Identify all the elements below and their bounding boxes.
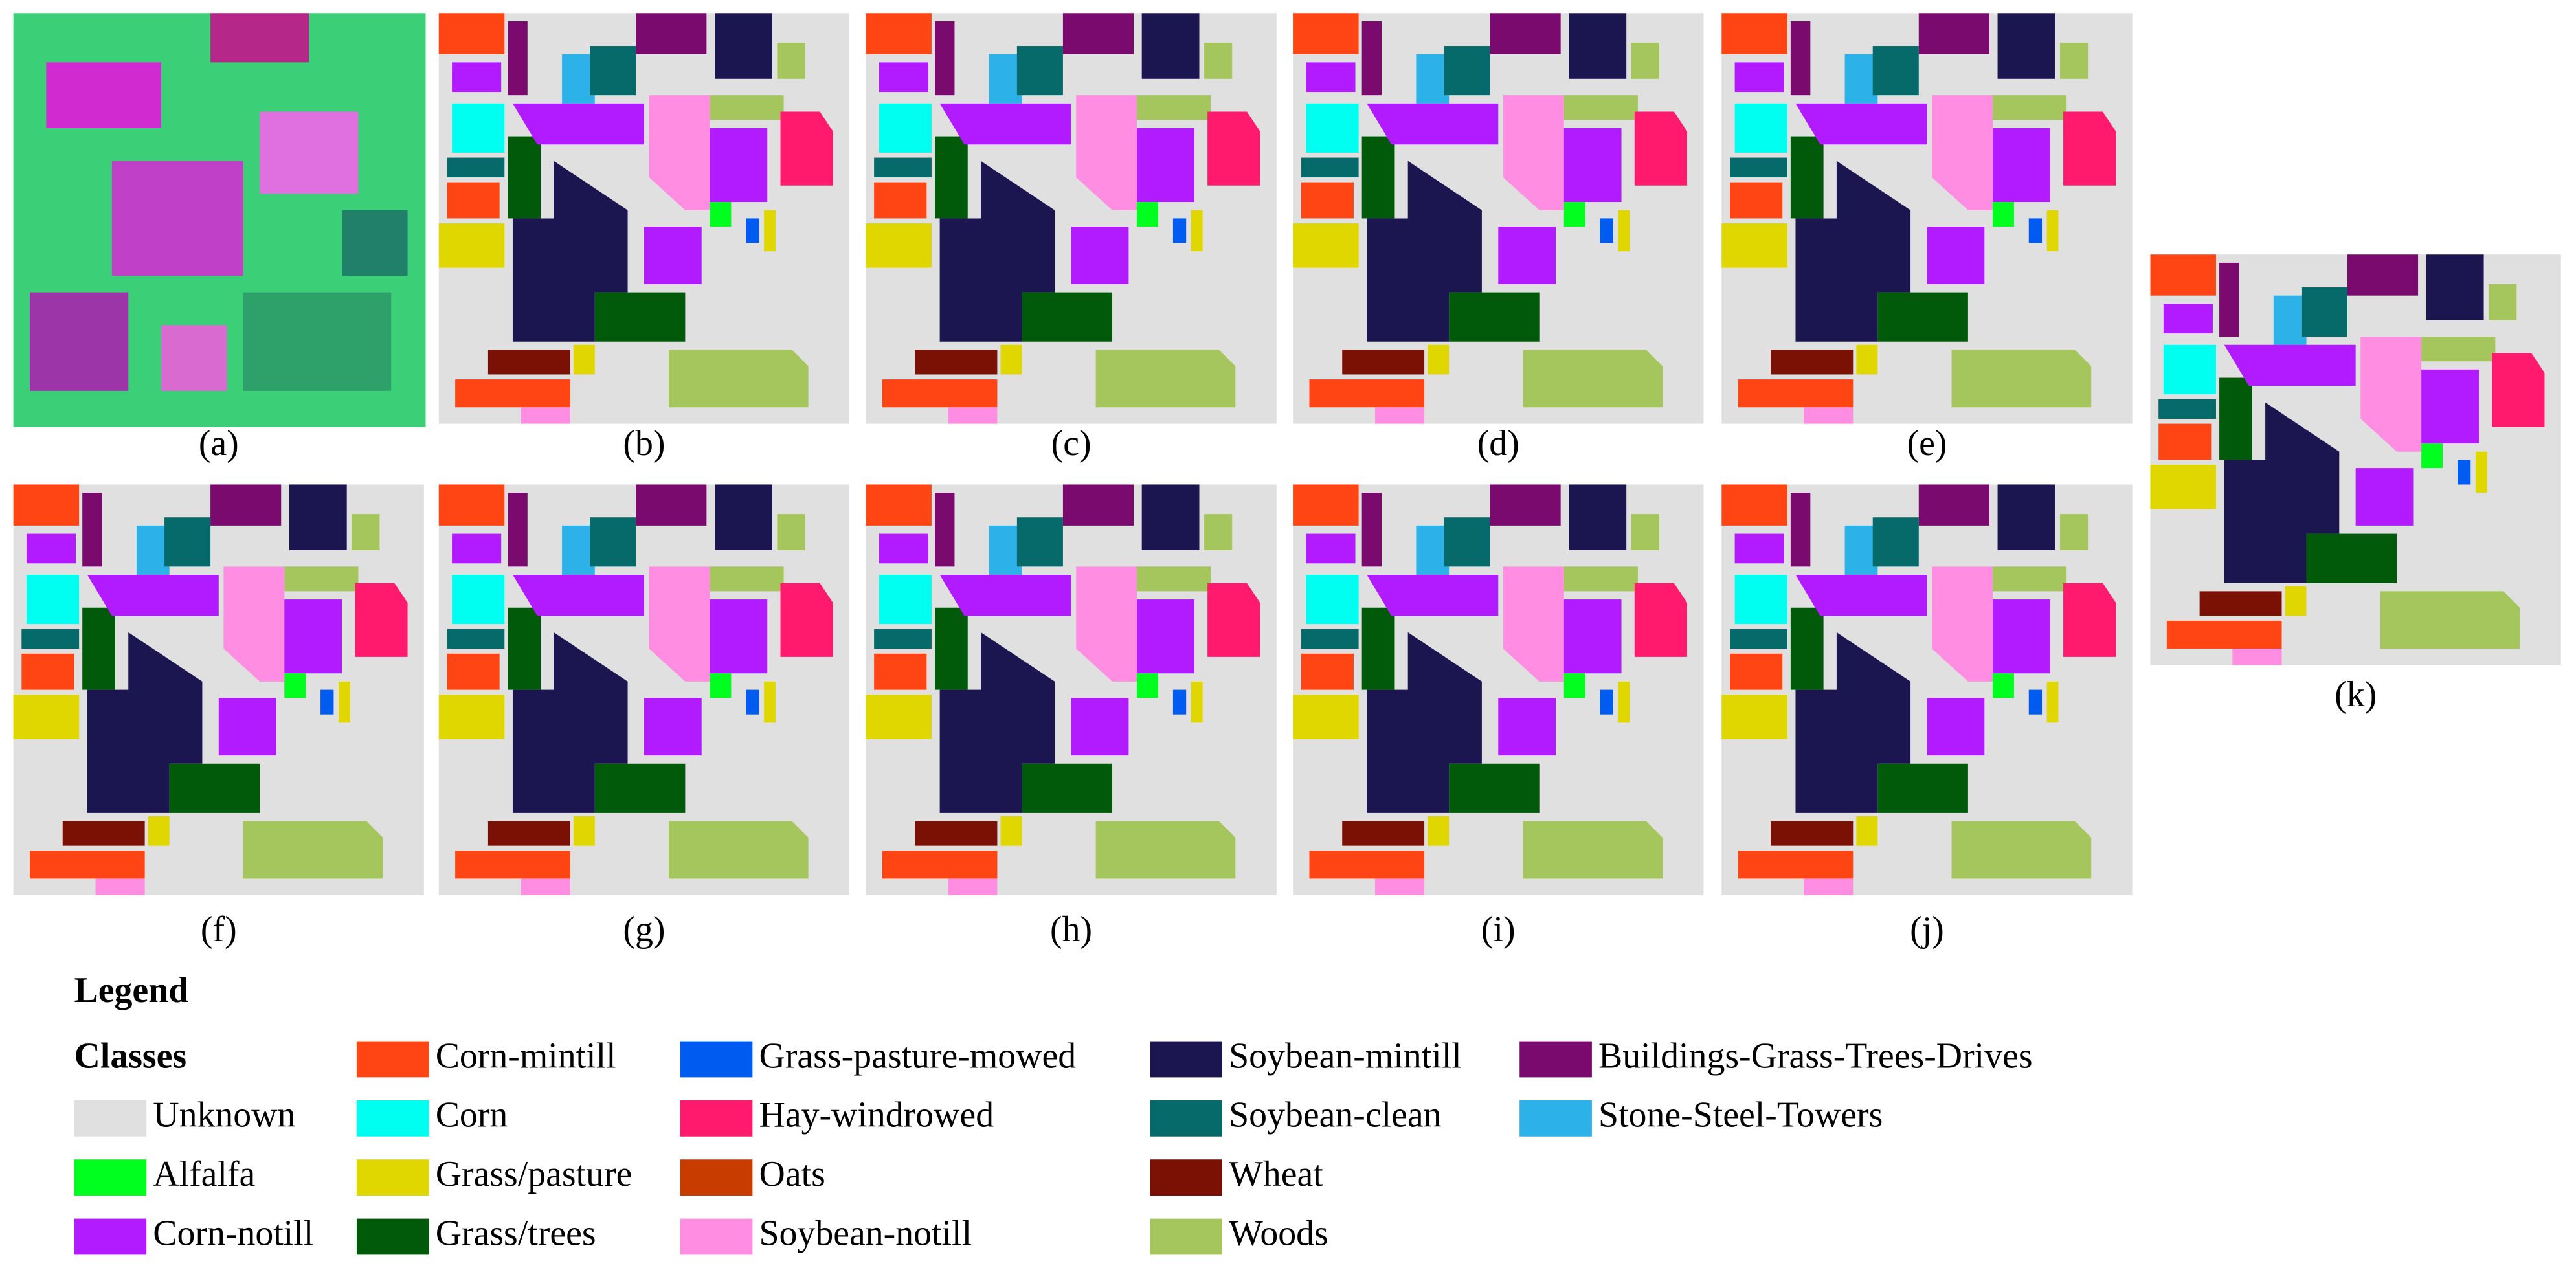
class-map: [438, 484, 850, 895]
class-map: [13, 484, 424, 895]
legend-label: Unknown: [153, 1095, 295, 1135]
legend-swatch: [680, 1159, 753, 1196]
panel-label: (k): [2335, 674, 2377, 715]
legend-label: Woods: [1229, 1213, 1328, 1253]
legend-swatch: [1150, 1218, 1223, 1255]
class-map: [438, 13, 850, 424]
panel-label: (a): [199, 423, 239, 463]
legend-label: Soybean-mintill: [1229, 1036, 1462, 1076]
legend-swatch: [356, 1100, 429, 1137]
legend-swatch: [680, 1041, 753, 1078]
panel-label: (j): [1910, 909, 1944, 950]
legend-swatch: [74, 1159, 147, 1196]
legend-label: Grass/trees: [436, 1213, 596, 1253]
legend-swatch: [1519, 1100, 1592, 1137]
panel-label: (h): [1050, 909, 1092, 950]
legend-label: Corn-mintill: [436, 1036, 616, 1076]
legend-swatch: [74, 1100, 147, 1137]
legend-swatch: [1150, 1041, 1223, 1078]
legend-swatch: [680, 1218, 753, 1255]
panel-label: (i): [1481, 909, 1516, 950]
legend-label: Alfalfa: [153, 1154, 255, 1194]
legend-label: Grass-pasture-mowed: [759, 1036, 1077, 1076]
legend-heading: Classes: [74, 1036, 187, 1076]
legend-label: Wheat: [1229, 1154, 1323, 1194]
legend-swatch: [356, 1218, 429, 1255]
panel-label: (b): [623, 423, 665, 463]
legend-label: Soybean-notill: [759, 1213, 972, 1253]
legend-label: Corn: [436, 1095, 508, 1135]
legend-label: Stone-Steel-Towers: [1598, 1095, 1883, 1135]
class-map: [866, 13, 1277, 424]
panel-label: (f): [201, 909, 237, 950]
class-map: [1293, 484, 1704, 895]
legend-label: Corn-notill: [153, 1213, 313, 1253]
panel-label: (g): [623, 909, 665, 950]
class-map: [866, 484, 1277, 895]
legend-swatch: [680, 1100, 753, 1137]
legend-swatch: [1519, 1041, 1592, 1078]
panel-label: (e): [1907, 423, 1947, 463]
legend-label: Grass/pasture: [436, 1154, 633, 1194]
legend-label: Hay-windrowed: [759, 1095, 994, 1135]
legend-label: Buildings-Grass-Trees-Drives: [1598, 1036, 2033, 1076]
legend-swatch: [74, 1218, 147, 1255]
legend-label: Oats: [759, 1154, 825, 1194]
panel-label: (d): [1477, 423, 1519, 463]
class-map: [1721, 13, 2133, 424]
legend-swatch: [356, 1159, 429, 1196]
class-map: [1721, 484, 2133, 895]
legend-label: Soybean-clean: [1229, 1095, 1442, 1135]
class-map: [2150, 254, 2561, 665]
legend-title: Legend: [74, 970, 189, 1010]
panel-label: (c): [1051, 423, 1092, 463]
false-color-image: [13, 13, 426, 427]
legend-swatch: [356, 1041, 429, 1078]
legend-swatch: [1150, 1100, 1223, 1137]
legend-swatch: [1150, 1159, 1223, 1196]
class-map: [1293, 13, 1704, 424]
